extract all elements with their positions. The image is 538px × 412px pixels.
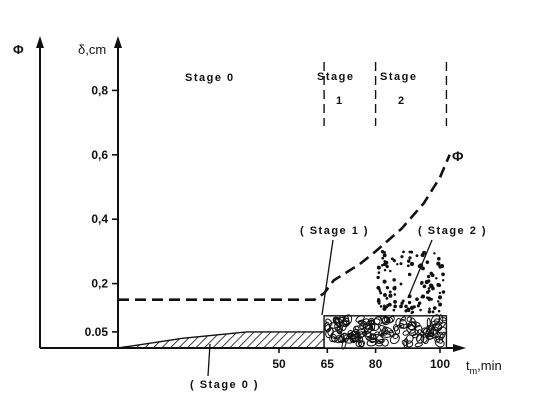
y-ticks: 0.05 0,2 0,4 0,6 0,8 [85,83,118,339]
stage1-header-number: 1 [336,95,344,107]
x-ticks: 50 65 80 100 [272,348,450,371]
stage2-particles [376,249,446,315]
x-tick-label: 50 [272,357,286,371]
phi-axis-title: Φ [13,42,24,57]
stage2-leader [407,239,433,299]
porous-layer-texture [324,314,447,350]
stage1-leader [321,239,334,316]
delta-axis-title: δ,cm [78,42,106,57]
y-tick-label: 0,4 [91,212,108,226]
stage0-header: Stage 0 [185,72,235,84]
x-axis-title: tm,min [466,358,502,376]
x-axis-title-main: t [466,358,470,373]
stage0-leader [207,343,211,377]
x-tick-label: 80 [369,357,383,371]
x-axis-arrow [453,344,466,352]
phi-curve-label: Φ [452,148,464,164]
phi-axis-arrow [36,36,44,48]
stage2-header-number: 2 [398,95,406,107]
y-tick-label: 0,8 [91,83,108,97]
x-axis-title-unit: ,min [477,358,502,373]
stage2-callout: ( Stage 2 ) [418,225,487,237]
x-axis-title-sub: m [470,366,478,376]
stage1-header-word: Stage [317,71,354,83]
y-tick-label: 0.05 [85,325,109,339]
stage0-deposit-layer [117,331,325,349]
x-tick-label: 65 [321,357,335,371]
phi-curve [118,154,451,301]
stage1-callout: ( Stage 1 ) [300,225,369,237]
stage0-callout: ( Stage 0 ) [190,379,259,391]
y-tick-label: 0,6 [91,148,108,162]
delta-axis-arrow [114,36,122,48]
regions [117,249,448,350]
stage2-header-word: Stage [380,71,417,83]
y-tick-label: 0,2 [91,277,108,291]
x-tick-label: 100 [430,357,450,371]
stage-boundaries [323,62,448,126]
